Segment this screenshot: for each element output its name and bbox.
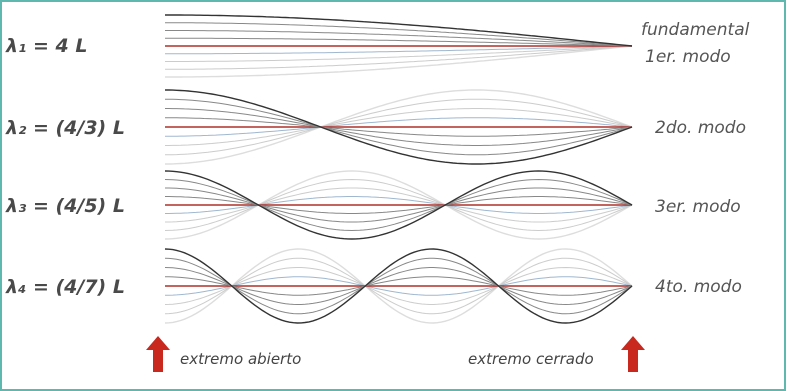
mode-label: 3er. modo — [655, 197, 741, 217]
mode-label: fundamental — [641, 20, 750, 40]
mode-label: 4to. modo — [655, 277, 742, 297]
wavelength-label: λ₁ = 4 L — [5, 35, 87, 57]
wavelength-label: λ₃ = (4/5) L — [5, 195, 125, 217]
mode-label: 2do. modo — [655, 118, 746, 138]
wavelength-label: λ₄ = (4/7) L — [5, 276, 125, 298]
wavelength-label: λ₂ = (4/3) L — [5, 117, 125, 139]
end-label: extremo abierto — [180, 350, 301, 368]
end-label: extremo cerrado — [468, 350, 594, 368]
standing-waves-diagram: λ₁ = 4 L λ₂ = (4/3) L λ₃ = (4/5) L λ₄ = … — [0, 0, 787, 391]
mode-label: 1er. modo — [645, 47, 731, 67]
